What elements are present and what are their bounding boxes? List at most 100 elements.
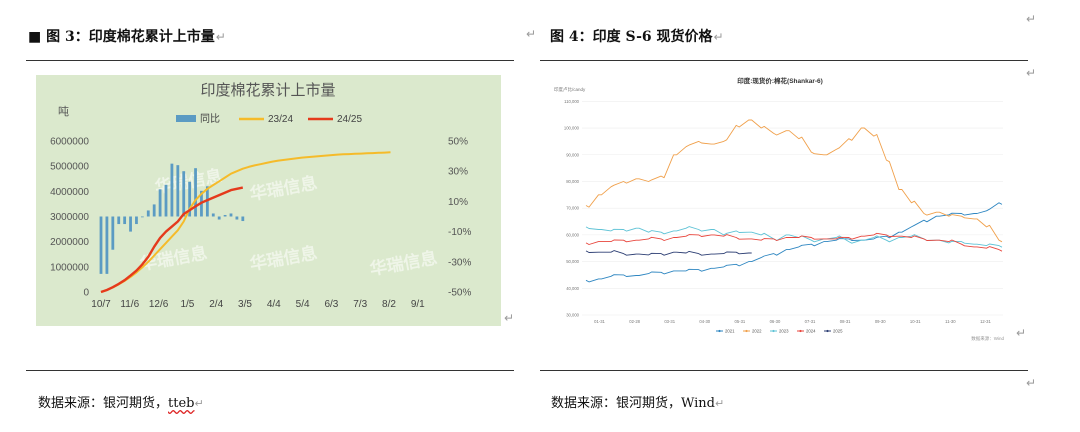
y-tick-label: 40,000 [566, 286, 579, 291]
paragraph-mark-icon: ↵ [1016, 326, 1027, 340]
table-rule-top-left [26, 60, 514, 61]
legend-marker-icon [745, 329, 748, 333]
y2-tick-label: -50% [448, 288, 471, 299]
table-rule-top-right [540, 60, 1028, 61]
yoy-bar [117, 216, 121, 225]
chart-2-series-lines [585, 119, 1003, 283]
chart-2-gridlines [582, 101, 1003, 316]
x-tick-label: 5/4 [296, 299, 310, 310]
series-lines [100, 151, 391, 294]
legend-label-yoy: 同比 [200, 113, 220, 125]
yoy-bar [188, 181, 192, 217]
y-tick-label: 4000000 [50, 187, 89, 198]
x-tick-label: 9/1 [411, 299, 425, 310]
x-tick-label: 4/4 [267, 299, 281, 310]
chart-2-title: 印度:现货价:棉花(Shankar-6) [737, 76, 823, 85]
yoy-bar [182, 171, 186, 217]
y-tick-label: 70,000 [566, 206, 579, 211]
x-tick-label: 09-30 [875, 319, 886, 324]
yoy-bar [140, 216, 144, 218]
legend-label: 2023 [779, 329, 789, 334]
legend-marker-icon [718, 329, 721, 333]
series-line-2021 [585, 202, 1003, 283]
y-tick-label: 110,000 [564, 99, 579, 104]
x-tick-label: 07-31 [805, 319, 816, 324]
legend-label: 2021 [725, 329, 735, 334]
y-tick-label: 5000000 [50, 162, 89, 173]
legend-swatch-yoy [176, 115, 196, 122]
y-tick-label: 50,000 [566, 259, 579, 264]
paragraph-mark-icon: ↵ [1026, 66, 1037, 80]
x-tick-label: 01-31 [594, 319, 605, 324]
legend-marker-icon [826, 329, 829, 333]
y-tick-label: 80,000 [566, 179, 579, 184]
yoy-bar [170, 163, 174, 217]
table-rule-bottom-right [540, 370, 1028, 371]
chart-1-title: 印度棉花累计上市量 [200, 82, 335, 99]
yoy-bar [211, 213, 215, 217]
yoy-bar [241, 216, 245, 222]
shankar6-price-chart: 印度:现货价:棉花(Shankar-6) 印度卢比/candy 30,000 40… [548, 70, 1013, 348]
x-tick-label: 10-31 [910, 319, 921, 324]
chart-2-y-ticks: 30,000 40,000 50,000 60,000 70,000 80,000 90,0… [564, 99, 580, 318]
left-axis-ticks: 0 1000000 2000000 3000000 4000000 5000000 6000… [50, 137, 89, 299]
yoy-bar [105, 216, 109, 274]
yoy-bar [123, 216, 127, 225]
series-line-23-24 [100, 151, 391, 293]
x-tick-label: 03-31 [664, 319, 675, 324]
x-axis-ticks: 10/7 11/6 12/6 1/5 2/4 3/5 4/4 5/4 6/3 7/3 8/2 9/1 [91, 299, 425, 310]
paragraph-mark-icon: ↵ [526, 27, 537, 41]
paragraph-mark-icon: ↵ [1026, 12, 1037, 26]
y2-tick-label: -10% [448, 227, 471, 238]
chart-2-legend: 2021 2022 2023 2024 2025 [716, 329, 843, 334]
figure-3-title-text: 图 3：印度棉花累计上市量 [46, 29, 215, 45]
x-tick-label: 05-31 [735, 319, 746, 324]
y-tick-label: 3000000 [50, 212, 89, 223]
x-tick-label: 7/3 [353, 299, 367, 310]
yoy-bar [152, 204, 156, 217]
x-tick-label: 12-31 [980, 319, 991, 324]
legend-label: 2022 [752, 329, 762, 334]
figure-4-source: 数据来源：银河期货，Wind↵ [551, 392, 724, 411]
chart-2-x-ticks: 01-31 02-28 03-31 04-30 05-31 06-30 07-31 08-31… [594, 319, 991, 324]
legend-label: 2025 [833, 329, 843, 334]
y2-tick-label: 50% [448, 137, 468, 148]
right-axis-ticks: -50% -30% -10% 10% 30% 50% [448, 137, 471, 299]
y-tick-label: 1000000 [50, 262, 89, 273]
chart-1-background [36, 75, 501, 326]
yoy-bar [99, 216, 103, 274]
figure-4-title-text: 图 4：印度 S-6 现货价格 [550, 29, 713, 45]
x-tick-label: 06-30 [770, 319, 781, 324]
y-tick-label: 90,000 [566, 152, 579, 157]
yoy-bar [111, 216, 115, 250]
y-tick-label: 30,000 [566, 313, 579, 318]
x-tick-label: 3/5 [238, 299, 252, 310]
x-tick-label: 8/2 [382, 299, 396, 310]
y-tick-label: 0 [83, 288, 89, 299]
table-rule-bottom-left [26, 370, 514, 371]
paragraph-mark-icon: ↵ [504, 311, 515, 325]
chart-2-y-unit: 印度卢比/candy [554, 86, 586, 93]
x-tick-label: 11/6 [120, 299, 139, 310]
legend-label-2425: 24/25 [337, 114, 362, 125]
yoy-bar [223, 214, 227, 217]
yoy-bar [135, 216, 138, 225]
y2-tick-label: 10% [448, 197, 468, 208]
x-tick-label: 04-30 [699, 319, 710, 324]
figure-4-title: 图 4：印度 S-6 现货价格↵ [550, 26, 724, 46]
yoy-bar [217, 216, 221, 220]
figure-4-source-text: 数据来源：银河期货，Wind [551, 396, 715, 411]
yoy-bar [229, 213, 233, 217]
paragraph-mark-icon: ↵ [194, 397, 204, 410]
yoy-bar [235, 216, 239, 220]
x-tick-label: 1/5 [180, 299, 194, 310]
yoy-bar [194, 168, 197, 217]
legend-label-2324: 23/24 [268, 114, 293, 125]
series-line-2024 [585, 232, 1003, 252]
y-tick-label: 2000000 [50, 237, 89, 248]
legend-label: 2024 [806, 329, 816, 334]
chart-2-background [548, 70, 1013, 348]
x-tick-label: 2/4 [209, 299, 223, 310]
y-tick-label: 100,000 [564, 126, 580, 131]
